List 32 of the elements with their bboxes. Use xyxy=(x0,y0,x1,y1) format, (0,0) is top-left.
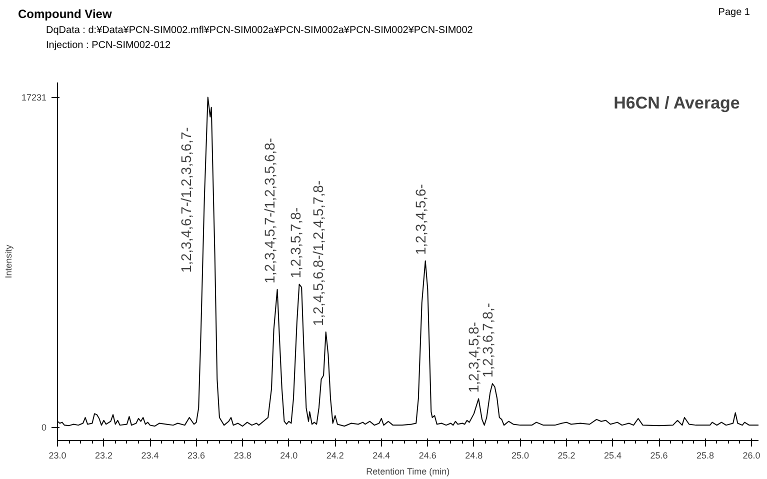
x-tick-label: 23.6 xyxy=(188,450,206,460)
annotation: 1,2,3,4,5,8- xyxy=(466,322,482,393)
x-tick-label: 23.8 xyxy=(234,450,252,460)
x-tick-label: 25.6 xyxy=(650,450,668,460)
text: Page 1 xyxy=(718,6,750,20)
x-tick-label: 26.0 xyxy=(742,450,760,460)
annotation: 1,2,3,5,7,8- xyxy=(287,207,304,278)
x-tick-label: 24.0 xyxy=(280,450,298,460)
x-axis-title: Retention Time (min) xyxy=(366,466,450,476)
x-tick-label: 25.8 xyxy=(696,450,714,460)
x-tick-label: 25.0 xyxy=(511,450,529,460)
x-tick-label: 23.0 xyxy=(48,450,66,460)
chart-title: Compound View xyxy=(18,6,112,23)
annotation: H6CN / Average xyxy=(614,94,740,112)
chart-subtitle: DqData : d:¥Data¥PCN-SIM002.mfl¥PCN-SIM002a¥PCN-SIM002a¥PCN-SIM002¥PCN-SIM002 xyxy=(45,24,474,38)
x-tick-label: 24.2 xyxy=(326,450,344,460)
annotation: 1,2,3,4,5,7-/1,2,3,5,6,8- xyxy=(261,138,278,284)
annotation: 1,2,4,5,6,8-/1,2,4,5,7,8- xyxy=(310,180,326,326)
annotation: 1,2,3,4,5,6- xyxy=(412,184,428,255)
text: Injection : PCN-SIM002-012 xyxy=(45,39,172,54)
x-tick-label: 25.2 xyxy=(558,450,576,460)
x-tick-label: 24.4 xyxy=(372,450,390,460)
annotation: 1,2,3,6,7,8,- xyxy=(479,302,496,378)
x-tick-label: 24.8 xyxy=(465,450,483,460)
annotation: 1,2,3,4,6,7-/1,2,3,5,6,7- xyxy=(178,126,194,273)
x-tick-label: 25.4 xyxy=(604,450,622,460)
y-tick-label: 0 xyxy=(41,422,47,433)
x-tick-label: 23.4 xyxy=(141,450,159,460)
x-tick-label: 24.6 xyxy=(418,450,436,460)
x-tick-label: 23.2 xyxy=(95,450,113,460)
y-tick-label: 17231 xyxy=(21,92,47,103)
y-axis-title: Intensity xyxy=(3,244,14,278)
